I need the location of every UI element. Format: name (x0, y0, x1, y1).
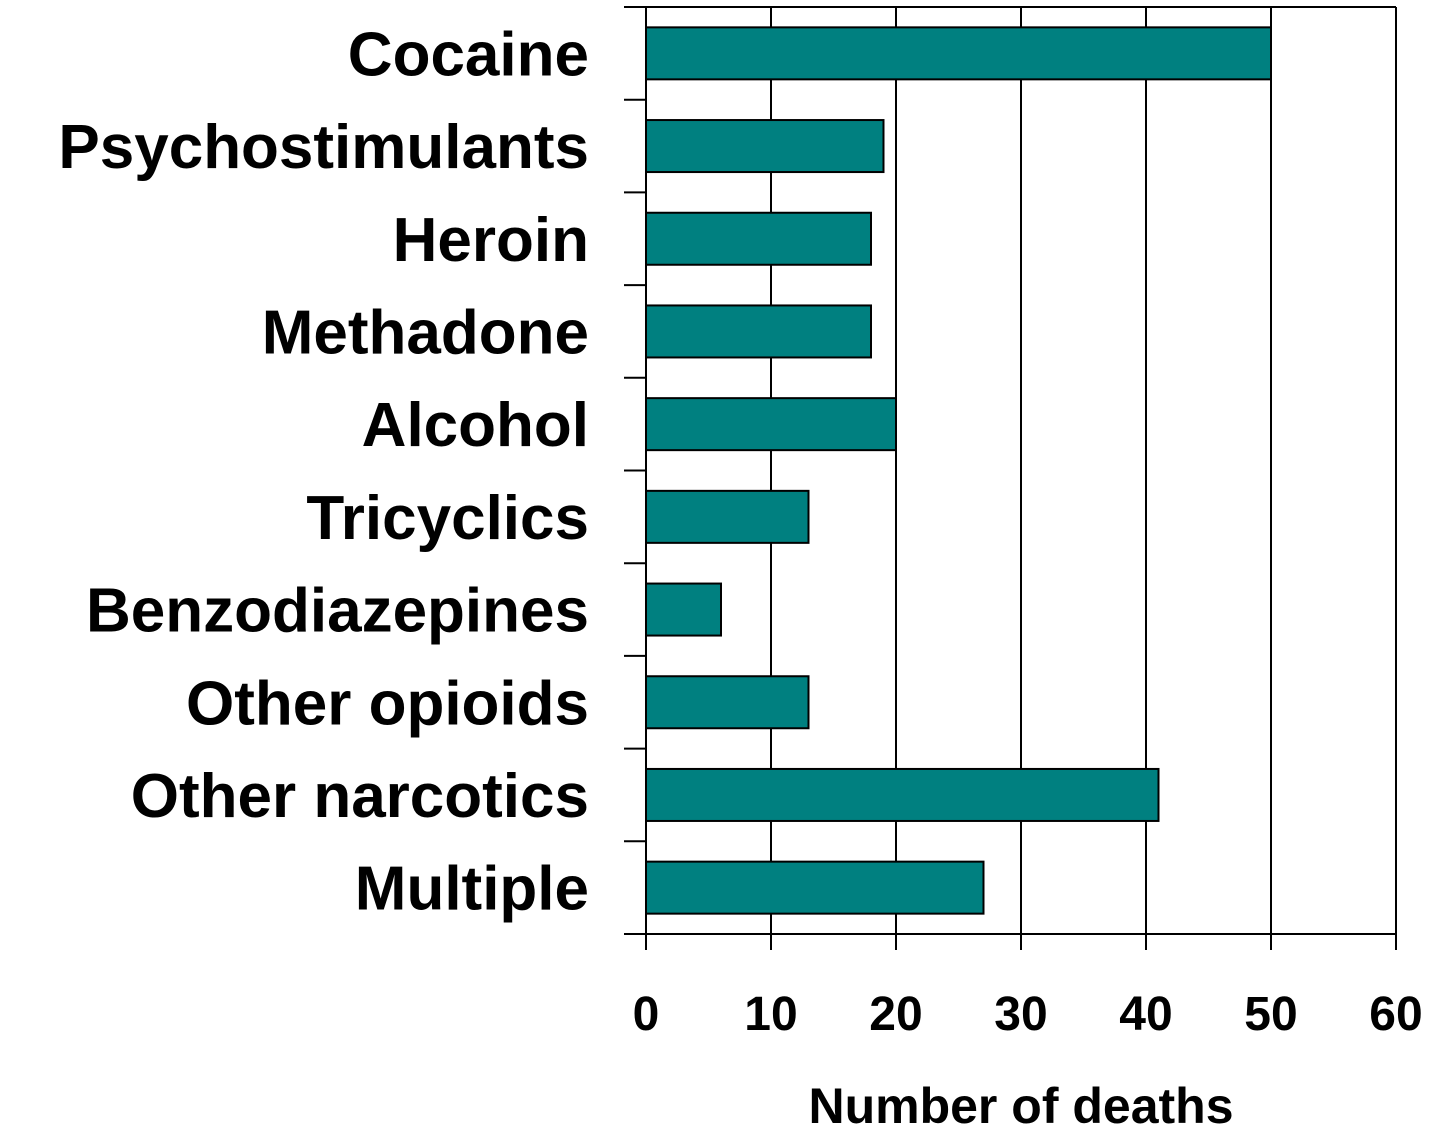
x-tick-label: 10 (744, 988, 797, 1041)
x-tick-label: 40 (1119, 988, 1172, 1041)
x-tick-label: 0 (633, 988, 660, 1041)
x-tick-label: 20 (869, 988, 922, 1041)
bar-benzodiazepines (645, 582, 722, 637)
bar-alcohol (645, 397, 897, 452)
x-axis-title: Number of deaths (808, 1078, 1233, 1127)
category-label: Heroin (393, 206, 589, 275)
bar-cocaine (645, 26, 1272, 81)
x-tick-labels: 0 10 20 30 40 50 60 (633, 988, 1423, 1041)
category-label: Multiple (355, 855, 589, 924)
category-label: Psychostimulants (58, 113, 589, 182)
x-tick-label: 30 (994, 988, 1047, 1041)
category-label: Tricyclics (306, 484, 589, 553)
category-label: Methadone (262, 298, 589, 367)
bar-methadone (645, 304, 872, 359)
bar-other-narcotics (645, 767, 1160, 822)
category-label: Alcohol (362, 391, 589, 460)
x-tick-label: 60 (1369, 988, 1422, 1041)
bar-tricyclics (645, 489, 810, 544)
axes (624, 6, 1397, 950)
category-label: Other opioids (186, 669, 589, 738)
bars (645, 26, 1272, 915)
x-tick-label: 50 (1244, 988, 1297, 1041)
category-label: Cocaine (348, 20, 589, 89)
bar-other-opioids (645, 675, 810, 730)
bar-heroin (645, 211, 872, 266)
bar-psychostimulants (645, 119, 885, 174)
category-label: Other narcotics (131, 762, 589, 831)
category-labels: Cocaine Psychostimulants Heroin Methadone Al… (58, 20, 589, 923)
category-label: Benzodiazepines (86, 577, 589, 646)
bar-multiple (645, 860, 985, 915)
